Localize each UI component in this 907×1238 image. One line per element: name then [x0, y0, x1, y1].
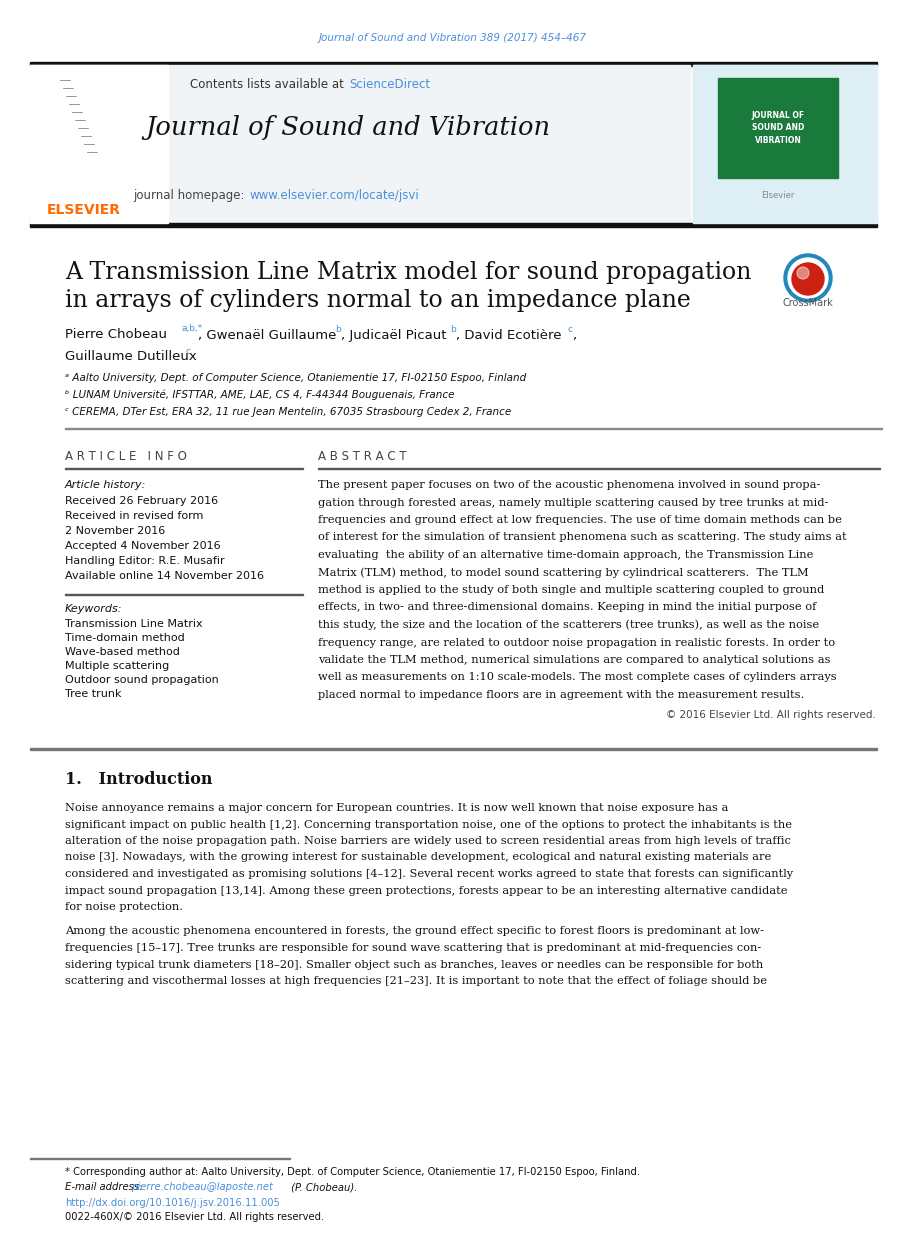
- Text: Journal of Sound and Vibration 389 (2017) 454–467: Journal of Sound and Vibration 389 (2017…: [319, 33, 587, 43]
- Text: Multiple scattering: Multiple scattering: [65, 661, 170, 671]
- Text: c: c: [185, 347, 190, 355]
- Text: , David Ecotière: , David Ecotière: [456, 328, 561, 342]
- Text: 0022-460X/© 2016 Elsevier Ltd. All rights reserved.: 0022-460X/© 2016 Elsevier Ltd. All right…: [65, 1212, 324, 1222]
- Text: b: b: [335, 324, 341, 333]
- Text: b: b: [450, 324, 455, 333]
- Text: A Transmission Line Matrix model for sound propagation: A Transmission Line Matrix model for sou…: [65, 260, 751, 284]
- Text: The present paper focuses on two of the acoustic phenomena involved in sound pro: The present paper focuses on two of the …: [318, 480, 820, 490]
- Bar: [718, 78, 838, 178]
- Text: ᵇ LUNAM Université, IFSTTAR, AME, LAE, CS 4, F-44344 Bouguenais, France: ᵇ LUNAM Université, IFSTTAR, AME, LAE, C…: [65, 390, 454, 400]
- Text: CrossMark: CrossMark: [783, 298, 834, 308]
- Text: , Gwenaël Guillaume: , Gwenaël Guillaume: [198, 328, 336, 342]
- Circle shape: [784, 254, 832, 302]
- Text: Available online 14 November 2016: Available online 14 November 2016: [65, 571, 264, 581]
- Text: validate the TLM method, numerical simulations are compared to analytical soluti: validate the TLM method, numerical simul…: [318, 655, 831, 665]
- Text: Accepted 4 November 2016: Accepted 4 November 2016: [65, 541, 220, 551]
- Text: Wave-based method: Wave-based method: [65, 647, 180, 657]
- Text: Outdoor sound propagation: Outdoor sound propagation: [65, 675, 219, 685]
- Text: journal homepage:: journal homepage:: [132, 188, 248, 202]
- Text: Contents lists available at: Contents lists available at: [190, 78, 348, 92]
- Text: Among the acoustic phenomena encountered in forests, the ground effect specific : Among the acoustic phenomena encountered…: [65, 926, 764, 936]
- Text: scattering and viscothermal losses at high frequencies [21–23]. It is important : scattering and viscothermal losses at hi…: [65, 976, 767, 985]
- Text: ᶜ CEREMA, DTer Est, ERA 32, 11 rue Jean Mentelin, 67035 Strasbourg Cedex 2, Fran: ᶜ CEREMA, DTer Est, ERA 32, 11 rue Jean …: [65, 407, 512, 417]
- Text: 1.   Introduction: 1. Introduction: [65, 771, 212, 789]
- Text: of interest for the simulation of transient phenomena such as scattering. The st: of interest for the simulation of transi…: [318, 532, 846, 542]
- Text: A B S T R A C T: A B S T R A C T: [318, 451, 406, 463]
- Text: noise [3]. Nowadays, with the growing interest for sustainable development, ecol: noise [3]. Nowadays, with the growing in…: [65, 853, 771, 863]
- Text: Article history:: Article history:: [65, 480, 146, 490]
- Text: ELSEVIER: ELSEVIER: [47, 203, 121, 217]
- Text: www.elsevier.com/locate/jsvi: www.elsevier.com/locate/jsvi: [249, 188, 419, 202]
- Text: frequencies [15–17]. Tree trunks are responsible for sound wave scattering that : frequencies [15–17]. Tree trunks are res…: [65, 943, 761, 953]
- Text: well as measurements on 1:10 scale-models. The most complete cases of cylinders : well as measurements on 1:10 scale-model…: [318, 672, 836, 682]
- Text: Matrix (TLM) method, to model sound scattering by cylindrical scatterers.  The T: Matrix (TLM) method, to model sound scat…: [318, 567, 809, 578]
- Bar: [30, 66, 690, 223]
- Bar: [30, 748, 877, 749]
- Text: Guillaume Dutilleux: Guillaume Dutilleux: [65, 350, 197, 364]
- Bar: [30, 66, 168, 223]
- Text: Received in revised form: Received in revised form: [65, 511, 203, 521]
- Text: Transmission Line Matrix: Transmission Line Matrix: [65, 619, 202, 629]
- Text: placed normal to impedance floors are in agreement with the measurement results.: placed normal to impedance floors are in…: [318, 690, 805, 699]
- Bar: [30, 62, 877, 66]
- Text: method is applied to the study of both single and multiple scattering coupled to: method is applied to the study of both s…: [318, 586, 824, 595]
- Text: E-mail address:: E-mail address:: [65, 1182, 146, 1192]
- Text: frequency range, are related to outdoor noise propagation in realistic forests. : frequency range, are related to outdoor …: [318, 638, 835, 647]
- Text: effects, in two- and three-dimensional domains. Keeping in mind the initial purp: effects, in two- and three-dimensional d…: [318, 603, 816, 613]
- Text: impact sound propagation [13,14]. Among these green protections, forests appear : impact sound propagation [13,14]. Among …: [65, 885, 787, 895]
- Text: evaluating  the ability of an alternative time-domain approach, the Transmission: evaluating the ability of an alternative…: [318, 550, 814, 560]
- Text: Handling Editor: R.E. Musafir: Handling Editor: R.E. Musafir: [65, 556, 225, 566]
- Text: http://dx.doi.org/10.1016/j.jsv.2016.11.005: http://dx.doi.org/10.1016/j.jsv.2016.11.…: [65, 1198, 280, 1208]
- Text: Pierre Chobeau: Pierre Chobeau: [65, 328, 167, 342]
- Bar: [693, 66, 877, 223]
- Text: sidering typical trunk diameters [18–20]. Smaller object such as branches, leave: sidering typical trunk diameters [18–20]…: [65, 959, 764, 969]
- Text: significant impact on public health [1,2]. Concerning transportation noise, one : significant impact on public health [1,2…: [65, 820, 792, 829]
- Text: Journal of Sound and Vibration: Journal of Sound and Vibration: [145, 115, 551, 140]
- Text: ,: ,: [572, 328, 576, 342]
- Text: A R T I C L E   I N F O: A R T I C L E I N F O: [65, 451, 187, 463]
- Text: * Corresponding author at: Aalto University, Dept. of Computer Science, Otanieme: * Corresponding author at: Aalto Univers…: [65, 1167, 640, 1177]
- Text: frequencies and ground effect at low frequencies. The use of time domain methods: frequencies and ground effect at low fre…: [318, 515, 842, 525]
- Text: ScienceDirect: ScienceDirect: [349, 78, 430, 92]
- Text: alteration of the noise propagation path. Noise barriers are widely used to scre: alteration of the noise propagation path…: [65, 836, 791, 846]
- Text: , Judicaël Picaut: , Judicaël Picaut: [341, 328, 446, 342]
- Circle shape: [788, 258, 828, 298]
- Text: a,b,*: a,b,*: [181, 324, 202, 333]
- Text: in arrays of cylinders normal to an impedance plane: in arrays of cylinders normal to an impe…: [65, 288, 691, 312]
- Text: Elsevier: Elsevier: [761, 191, 795, 199]
- Bar: [30, 223, 877, 227]
- Text: © 2016 Elsevier Ltd. All rights reserved.: © 2016 Elsevier Ltd. All rights reserved…: [666, 709, 876, 719]
- Circle shape: [792, 262, 824, 295]
- Text: c: c: [567, 324, 572, 333]
- Text: (P. Chobeau).: (P. Chobeau).: [288, 1182, 357, 1192]
- Text: for noise protection.: for noise protection.: [65, 903, 183, 912]
- Text: Time-domain method: Time-domain method: [65, 633, 185, 643]
- Text: Tree trunk: Tree trunk: [65, 690, 122, 699]
- Circle shape: [797, 267, 809, 279]
- Text: pierre.chobeau@laposte.net: pierre.chobeau@laposte.net: [131, 1182, 273, 1192]
- Text: ᵃ Aalto University, Dept. of Computer Science, Otaniementie 17, FI-02150 Espoo, : ᵃ Aalto University, Dept. of Computer Sc…: [65, 373, 526, 383]
- Text: Noise annoyance remains a major concern for European countries. It is now well k: Noise annoyance remains a major concern …: [65, 803, 728, 813]
- Text: JOURNAL OF
SOUND AND
VIBRATION: JOURNAL OF SOUND AND VIBRATION: [751, 111, 805, 145]
- Bar: [693, 66, 877, 223]
- Text: this study, the size and the location of the scatterers (tree trunks), as well a: this study, the size and the location of…: [318, 620, 819, 630]
- Text: gation through forested areas, namely multiple scattering caused by tree trunks : gation through forested areas, namely mu…: [318, 498, 828, 508]
- Text: considered and investigated as promising solutions [4–12]. Several recent works : considered and investigated as promising…: [65, 869, 793, 879]
- Text: 2 November 2016: 2 November 2016: [65, 526, 165, 536]
- Text: Received 26 February 2016: Received 26 February 2016: [65, 496, 218, 506]
- Text: Keywords:: Keywords:: [65, 604, 122, 614]
